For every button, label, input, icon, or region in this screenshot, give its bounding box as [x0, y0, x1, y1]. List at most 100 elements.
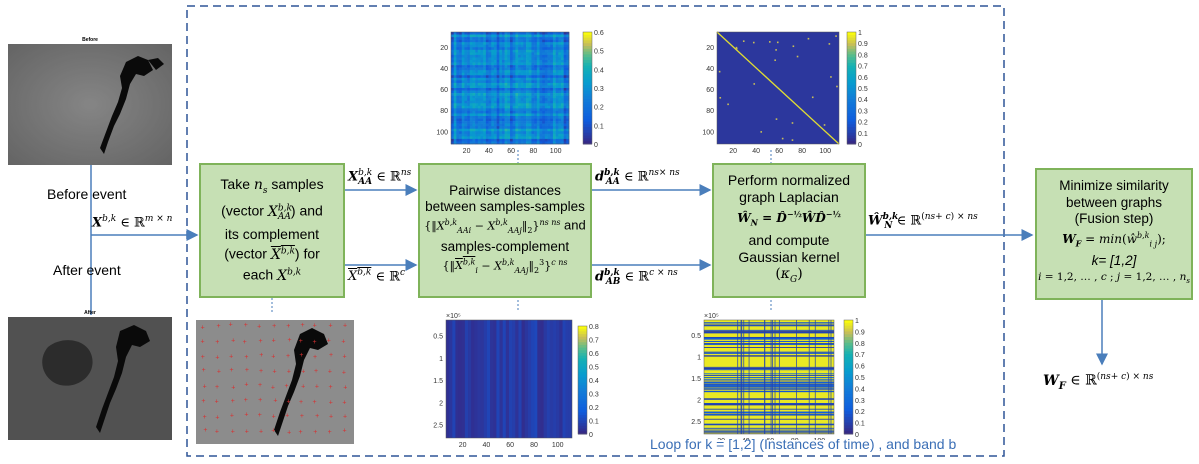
sample-marker: + — [215, 354, 219, 361]
sample-marker: + — [342, 354, 346, 361]
sample-marker: + — [244, 397, 248, 404]
sample-marker: + — [215, 414, 219, 421]
h4-exp: ×10⁵ — [704, 313, 719, 320]
pairwise-line-5: {‖Xb,ki − Xb,kAAj‖23}c ns — [442, 257, 568, 275]
h1-y-tick: 80 — [440, 108, 448, 115]
h1-cbar-tick: 0.5 — [594, 49, 604, 56]
h1-x-tick: 40 — [485, 148, 493, 155]
h2-x-tick: 40 — [752, 148, 760, 155]
sample-marker: + — [286, 353, 290, 360]
sample-marker: + — [315, 413, 319, 420]
input-matrix-label: Xb,k ∈ ℝm × n — [92, 214, 173, 231]
sample-marker: + — [300, 413, 304, 420]
h4-cbar-tick: 0.6 — [855, 364, 865, 371]
sample-marker: + — [287, 429, 291, 436]
h3-y-tick: 0.5 — [433, 334, 443, 341]
after-event-label: After event — [53, 262, 121, 278]
h4-y-tick: 2.5 — [691, 419, 701, 426]
sample-marker: + — [301, 369, 305, 376]
sample-marker: + — [244, 382, 248, 389]
h3-cbar-tick: 0.7 — [589, 338, 599, 345]
sample-marker: + — [343, 384, 347, 391]
fusion-line-5: k= [1,2] — [1091, 252, 1137, 268]
loop-label: Loop for k = [1,2] (Instances of time) ,… — [650, 436, 957, 452]
sample-marker: + — [313, 429, 317, 436]
pairwise-line-2: between samples-samples — [425, 198, 585, 214]
fusion-line-1: Minimize similarity — [1059, 178, 1169, 194]
h4-cbar-tick: 0.8 — [855, 341, 865, 348]
sample-marker: + — [243, 339, 247, 346]
sample-marker: + — [229, 367, 233, 374]
h3-y-tick: 2 — [439, 400, 443, 407]
sample-marker: + — [259, 368, 263, 375]
sample-marker: + — [327, 338, 331, 345]
h3-y-tick: 1.5 — [433, 378, 443, 385]
h1-y-tick: 60 — [440, 87, 448, 94]
sample-marker: + — [203, 384, 207, 391]
h1-x-tick: 80 — [529, 148, 537, 155]
h4-cbar-tick: 1 — [855, 318, 859, 325]
h4-x-tick: 20 — [717, 438, 725, 440]
laplacian-line-3: ŴN = D̂−½ŴD̂−½ — [737, 209, 841, 228]
h4-cbar-tick: 0.1 — [855, 421, 865, 428]
laplacian-line-1: Perform normalized — [727, 172, 851, 189]
h1-x-tick: 20 — [463, 148, 471, 155]
h4-y-tick: 1 — [697, 355, 701, 362]
pairwise-box: Pairwise distances between samples-sampl… — [418, 163, 592, 298]
sample-marker: + — [299, 399, 303, 406]
sample-marker: + — [286, 323, 290, 330]
h2-cbar-tick: 0.3 — [858, 108, 868, 115]
h1-y-tick: 20 — [440, 45, 448, 52]
h2-y-tick: 60 — [706, 87, 714, 94]
sample-marker: + — [259, 352, 263, 359]
h2-x-tick: 20 — [729, 148, 737, 155]
laplacian-line-2: graph Laplacian — [739, 189, 839, 206]
sample-marker: + — [258, 382, 262, 389]
pairwise-line-4: samples-complement — [440, 238, 570, 254]
sampling-line-5: each Xb,k — [242, 266, 302, 284]
sample-marker: + — [329, 399, 333, 406]
h1-y-tick: 100 — [436, 129, 448, 136]
sample-marker: + — [287, 399, 291, 406]
sample-marker: + — [272, 414, 276, 421]
sample-marker: + — [271, 353, 275, 360]
sample-marker: + — [329, 352, 333, 359]
sampling-box: Take ns samples (vector Xb,kAA) and its … — [199, 163, 345, 298]
fusion-line-2: between graphs — [1065, 194, 1163, 210]
after-image: After — [8, 310, 172, 440]
sample-marker: + — [229, 353, 233, 360]
sample-marker: + — [215, 339, 219, 346]
h1-cbar-tick: 0.3 — [594, 86, 604, 93]
h1-x-tick: 100 — [550, 148, 562, 155]
h4-y-tick: 0.5 — [691, 333, 701, 340]
sample-marker: + — [299, 352, 303, 359]
h4-x-tick: 80 — [791, 438, 799, 440]
sample-marker: + — [272, 323, 276, 330]
h1-cbar-tick: 0.4 — [594, 67, 604, 74]
h3-cbar-tick: 0.2 — [589, 405, 599, 412]
sample-marker: + — [287, 337, 291, 344]
sample-marker: + — [231, 337, 235, 344]
h2-cbar-tick: 0.1 — [858, 131, 868, 138]
h3-cbar-tick: 0.5 — [589, 365, 599, 372]
h4-x-tick: 40 — [742, 438, 750, 440]
sample-marker: + — [201, 338, 205, 345]
h1-cbar-tick: 0 — [594, 142, 598, 149]
h2-cbar-tick: 1 — [858, 30, 862, 37]
h3-cbar-tick: 0 — [589, 432, 593, 439]
sample-marker: + — [298, 429, 302, 436]
h2-cbar-tick: 0 — [858, 142, 862, 149]
sample-marker: + — [343, 428, 347, 435]
h3-cbar-tick: 0.1 — [589, 419, 599, 426]
h2-x-tick: 80 — [798, 148, 806, 155]
h2-cbar-tick: 0.5 — [858, 86, 868, 93]
sample-marker: + — [258, 397, 262, 404]
d-aa-label: db,kAA ∈ ℝns× ns — [595, 168, 680, 187]
h4-x-tick: 60 — [766, 438, 774, 440]
w-n-label: Ŵb,kN ∈ ℝ(ns+ c) × ns — [868, 212, 978, 231]
h2-y-tick: 20 — [706, 45, 714, 52]
sample-marker: + — [342, 369, 346, 376]
h1-x-tick: 60 — [507, 148, 515, 155]
d-ab-label: db,kAB ∈ ℝc × ns — [595, 268, 678, 287]
